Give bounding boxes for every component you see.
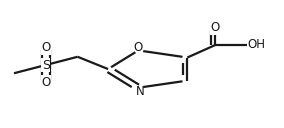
Text: O: O	[211, 21, 220, 34]
Text: O: O	[41, 76, 51, 89]
Text: N: N	[135, 85, 144, 98]
Text: O: O	[134, 41, 143, 54]
Text: S: S	[42, 58, 50, 72]
Text: OH: OH	[248, 39, 266, 51]
Text: O: O	[41, 41, 51, 54]
